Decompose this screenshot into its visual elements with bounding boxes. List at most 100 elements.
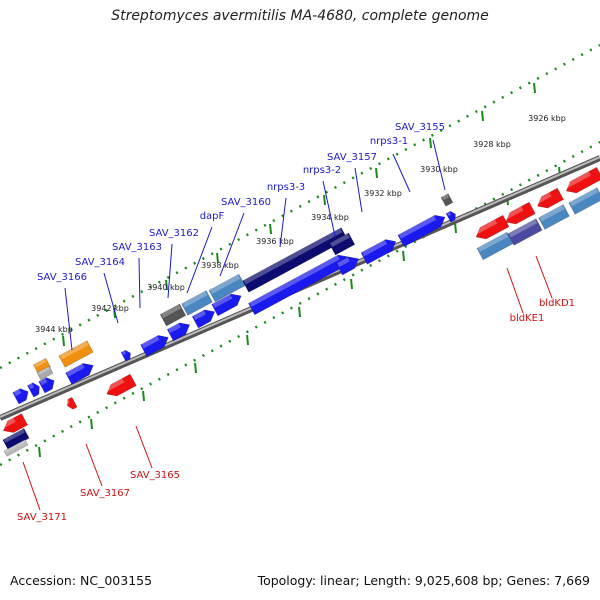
gene-label: dapF <box>200 211 225 222</box>
gene-body <box>38 377 55 394</box>
kbp-marker: 3930 kbp <box>420 165 458 174</box>
gene-body <box>12 388 29 405</box>
leader-line <box>432 139 446 191</box>
gene-shine <box>1 417 16 429</box>
gene-shine <box>104 378 125 392</box>
gene-label: SAV_3163 <box>112 242 162 253</box>
gene-shine <box>249 255 340 307</box>
leader-line <box>219 212 245 277</box>
kbp-marker: 3940 kbp <box>147 283 185 292</box>
major-tick <box>402 250 405 262</box>
gene-shine <box>121 350 127 356</box>
gene-arrow <box>191 309 216 329</box>
gene-shine <box>398 215 437 239</box>
genome-summary-text: Topology: linear; Length: 9,025,608 bp; … <box>257 573 590 588</box>
gene-arrow <box>58 340 94 368</box>
gene-body <box>208 273 246 303</box>
gene-arrow <box>535 187 564 209</box>
major-tick <box>38 446 41 458</box>
gene-label: SAV_3155 <box>395 122 445 133</box>
accession-text: Accession: NC_003155 <box>10 573 153 588</box>
gene-body <box>335 256 360 276</box>
gene-shine <box>441 194 449 201</box>
gene-label: SAV_3162 <box>149 228 199 239</box>
gene-shine <box>209 274 241 294</box>
gene-arrow <box>473 214 510 240</box>
gene-arrow <box>568 187 600 215</box>
gene-shine <box>535 192 552 204</box>
gene-label: SAV_3171 <box>17 512 67 523</box>
gene-shine <box>66 363 85 377</box>
major-tick <box>165 279 168 291</box>
gene-arrow <box>38 377 55 394</box>
major-tick <box>429 137 432 149</box>
gene-label: nrps3-3 <box>267 182 305 193</box>
gene-label-layer: SAV_3155 nrps3-1 SAV_3157 nrps3-2 nrps3-3 SAV… <box>17 122 575 523</box>
major-tick <box>454 222 457 234</box>
major-tick <box>375 167 378 179</box>
gene-shine <box>337 257 350 268</box>
map-title: Streptomyces avermitilis MA-4680, comple… <box>111 8 489 24</box>
gene-body <box>36 365 54 381</box>
gene-body <box>2 428 30 450</box>
gene-body <box>568 187 600 215</box>
kbp-marker: 3938 kbp <box>201 261 239 270</box>
gene-shine <box>161 304 181 319</box>
tick-layer <box>0 43 600 467</box>
gene-body <box>445 210 456 223</box>
major-tick <box>246 334 249 346</box>
gene-arrow <box>166 322 191 342</box>
gene-shine <box>446 211 452 217</box>
gene-arrow <box>27 382 40 398</box>
leader-line <box>103 272 119 324</box>
gene-label: SAV_3160 <box>221 197 271 208</box>
gene-body <box>565 166 600 194</box>
kbp-marker: 3926 kbp <box>528 114 566 123</box>
gene-shine <box>473 219 498 235</box>
gene-shine <box>477 232 509 252</box>
gene-layer <box>1 166 600 457</box>
leader-line <box>322 180 336 237</box>
gene-shine <box>28 383 35 390</box>
gene-label: SAV_3157 <box>327 152 377 163</box>
gene-arrow <box>476 231 514 261</box>
gene-arrow <box>181 290 213 316</box>
leader-line <box>85 443 103 487</box>
gene-body <box>65 363 94 385</box>
gene-body <box>181 290 213 316</box>
gene-arrow <box>440 193 454 207</box>
gene-body <box>33 357 51 375</box>
gene-arrow <box>208 273 246 303</box>
gene-shine <box>193 310 206 321</box>
gene-body <box>360 239 397 265</box>
kbp-marker-layer: 3926 kbp 3928 kbp 3930 kbp 3932 kbp 3934 kbp… <box>35 114 566 334</box>
leader-line <box>22 461 41 511</box>
gene-shine <box>564 171 591 189</box>
gene-body <box>3 439 29 457</box>
gene-arrow <box>335 256 360 276</box>
leader-line <box>354 167 363 213</box>
gene-shine <box>13 389 22 397</box>
leader-line <box>135 425 153 469</box>
gene-arrow <box>328 232 356 256</box>
major-tick <box>350 278 353 290</box>
gene-shine <box>141 335 160 349</box>
gene-label: nrps3-1 <box>370 136 408 147</box>
gene-body <box>159 303 187 327</box>
gene-body <box>3 413 29 433</box>
gene-arrow <box>2 428 30 450</box>
gene-arrow <box>33 357 51 375</box>
major-tick <box>533 82 536 94</box>
gene-shine <box>212 294 233 308</box>
leader-line <box>138 257 141 309</box>
leader-line <box>186 226 213 294</box>
gene-label: bldKD1 <box>539 298 575 309</box>
leader-line <box>279 197 287 248</box>
gene-body <box>120 349 131 362</box>
gene-label: SAV_3166 <box>37 272 87 283</box>
gene-label: SAV_3164 <box>75 257 125 268</box>
gene-arrow <box>65 363 94 385</box>
leader-line <box>506 267 524 314</box>
gene-arrow <box>503 201 536 225</box>
